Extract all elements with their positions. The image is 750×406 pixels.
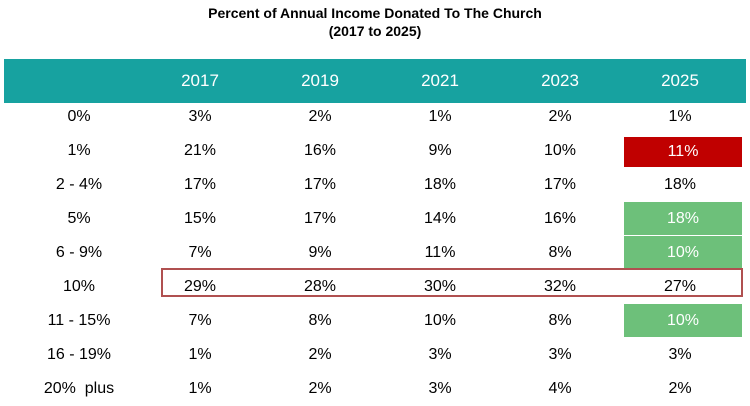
table-cell: 16% — [303, 142, 337, 159]
table-cell: 27% — [663, 278, 697, 295]
row-label: 1% — [67, 142, 91, 159]
table-cell: 8% — [308, 312, 332, 329]
row-label: 6 - 9% — [55, 244, 103, 261]
table-cell: 18% — [663, 176, 697, 193]
table-cell: 16% — [543, 210, 577, 227]
column-header-2021: 2021 — [421, 71, 459, 90]
table-cell: 18% — [624, 202, 742, 235]
table-cell: 18% — [423, 176, 457, 193]
table-cell: 10% — [624, 236, 742, 269]
column-header-2017: 2017 — [181, 71, 219, 90]
table-cell: 15% — [183, 210, 217, 227]
table-cell: 1% — [428, 108, 452, 125]
column-header-2019: 2019 — [301, 71, 339, 90]
table-row: 5% 15% 17% 14% 16% 18% — [4, 202, 746, 235]
table-row: 11 - 15% 7% 8% 10% 8% 10% — [4, 304, 746, 337]
table-cell: 10% — [543, 142, 577, 159]
chart-title: Percent of Annual Income Donated To The … — [208, 5, 542, 21]
table-cell: 2% — [308, 346, 332, 363]
table-cell: 2% — [308, 380, 332, 397]
table-cell: 2% — [668, 380, 692, 397]
table-cell: 3% — [188, 108, 212, 125]
table-cell: 3% — [668, 346, 692, 363]
column-header-2023: 2023 — [541, 71, 579, 90]
table-cell: 1% — [668, 108, 692, 125]
row-label: 20% plus — [43, 380, 115, 397]
table-cell: 1% — [188, 346, 212, 363]
table-cell: 7% — [188, 312, 212, 329]
table-cell: 8% — [548, 244, 572, 261]
table-cell: 29% — [183, 278, 217, 295]
table-header: 2017 2019 2021 2023 2025 — [4, 59, 746, 103]
table-cell: 11% — [424, 244, 456, 261]
table-cell: 3% — [548, 346, 572, 363]
column-header-2025: 2025 — [661, 71, 699, 90]
table-row: 16 - 19% 1% 2% 3% 3% 3% — [4, 338, 746, 371]
chart-subtitle: (2017 to 2025) — [328, 23, 422, 39]
row-label: 16 - 19% — [46, 346, 112, 363]
row-label: 11 - 15% — [47, 312, 111, 329]
row-label: 2 - 4% — [55, 176, 103, 193]
table-cell: 17% — [303, 176, 337, 193]
table-cell: 28% — [303, 278, 337, 295]
table-row: 0% 3% 2% 1% 2% 1% — [4, 100, 746, 133]
table-cell: 11% — [624, 137, 742, 167]
table-cell: 10% — [423, 312, 457, 329]
table-row: 20% plus 1% 2% 3% 4% 2% — [4, 372, 746, 405]
row-label: 5% — [67, 210, 91, 227]
table-cell: 21% — [183, 142, 217, 159]
table-row: 10% 29% 28% 30% 32% 27% — [4, 270, 746, 303]
table-cell: 7% — [188, 244, 212, 261]
row-label: 0% — [67, 108, 91, 125]
row-label: 10% — [62, 278, 96, 295]
table-cell: 2% — [308, 108, 332, 125]
table-cell: 1% — [188, 380, 212, 397]
table-cell: 3% — [428, 346, 452, 363]
table-cell: 3% — [428, 380, 452, 397]
table-cell: 2% — [548, 108, 572, 125]
table-cell: 17% — [183, 176, 217, 193]
table-cell: 17% — [303, 210, 337, 227]
table-cell: 9% — [428, 142, 452, 159]
table-cell: 8% — [548, 312, 572, 329]
table-cell: 4% — [548, 380, 572, 397]
table-cell: 9% — [308, 244, 332, 261]
table-cell: 10% — [624, 304, 742, 337]
table-cell: 32% — [543, 278, 577, 295]
table-row: 2 - 4% 17% 17% 18% 17% 18% — [4, 168, 746, 201]
table-row: 1% 21% 16% 9% 10% 11% — [4, 134, 746, 167]
table-cell: 30% — [423, 278, 457, 295]
table-cell: 14% — [423, 210, 457, 227]
table-row: 6 - 9% 7% 9% 11% 8% 10% — [4, 236, 746, 269]
table-cell: 17% — [543, 176, 577, 193]
